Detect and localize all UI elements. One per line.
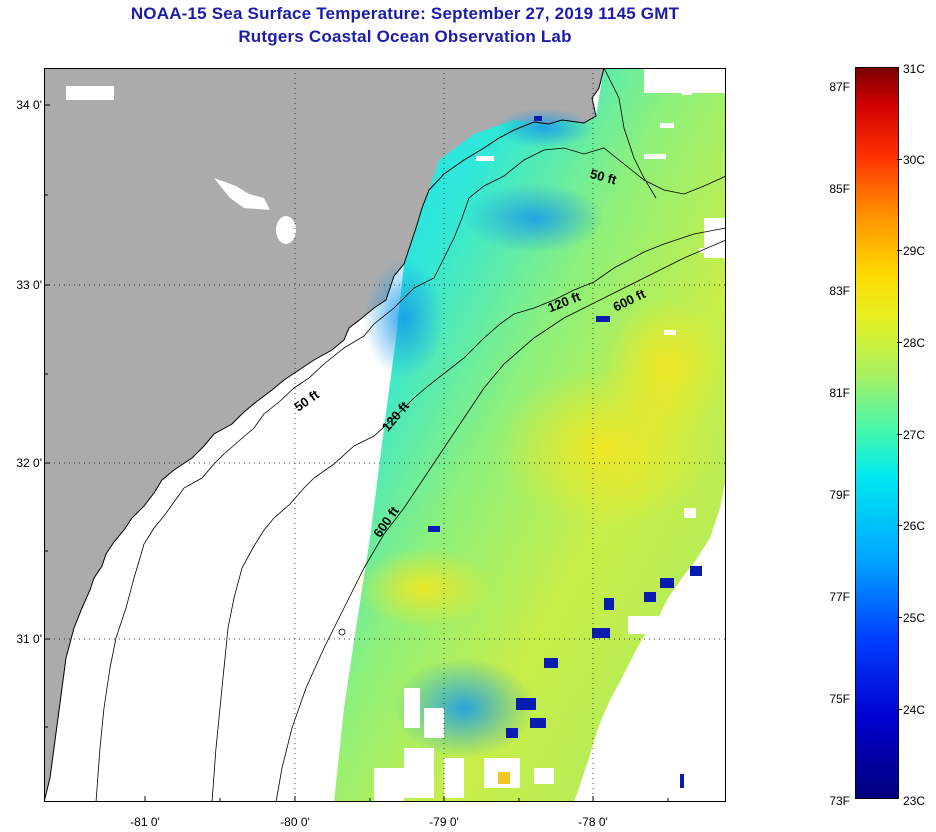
colorbar-label-31c: 31C — [903, 62, 926, 76]
cool-region — [494, 108, 594, 148]
colorbar-label-29c: 29C — [903, 244, 926, 258]
colorbar-label-81f: 81F — [829, 386, 850, 400]
colorbar-label-75f: 75F — [829, 692, 850, 706]
lon-label-78: -78 0' — [578, 815, 608, 829]
colorbar-tick — [897, 434, 902, 435]
colorbar-tick — [897, 525, 902, 526]
colorbar-label-73f: 73F — [829, 794, 850, 808]
lon-label-80: -80 0' — [280, 815, 310, 829]
map-frame — [44, 68, 726, 802]
map-title: NOAA-15 Sea Surface Temperature: Septemb… — [130, 4, 680, 23]
small-island-marker — [338, 628, 346, 636]
colorbar-label-87f: 87F — [829, 80, 850, 94]
isobath-120ft — [211, 227, 726, 802]
colorbar-label-79f: 79F — [829, 488, 850, 502]
colorbar-label-28c: 28C — [903, 336, 926, 350]
land-mass — [44, 68, 604, 802]
graticule — [44, 68, 726, 802]
warm-pixel — [498, 772, 510, 784]
colorbar-label-23c: 23C — [903, 794, 926, 808]
colorbar-tick — [897, 342, 902, 343]
sst-map: 50 ft 50 ft 120 ft 120 ft 600 ft 600 ft — [44, 68, 726, 802]
lon-label-81: -81 0' — [130, 815, 160, 829]
colorbar-label-77f: 77F — [829, 590, 850, 604]
colorbar-label-25c: 25C — [903, 611, 926, 625]
axis-ticks — [44, 104, 669, 802]
lat-label-32: 32 0' — [16, 456, 42, 470]
isobath-50ft — [95, 147, 726, 802]
lat-label-31: 31 0' — [16, 632, 42, 646]
lon-label-79: -79 0' — [429, 815, 459, 829]
warm-region — [604, 298, 724, 438]
contour-label-50ft-inner: 50 ft — [588, 166, 618, 188]
colorbar-label-26c: 26C — [903, 519, 926, 533]
lat-label-33: 33 0' — [16, 278, 42, 292]
colorbar-label-85f: 85F — [829, 182, 850, 196]
land-cloud — [214, 178, 270, 210]
lat-label-34: 34 0' — [16, 98, 42, 112]
colorbar-tick — [897, 159, 902, 160]
land-cloud — [66, 86, 114, 100]
colorbar-label-83f: 83F — [829, 284, 850, 298]
colorbar-label-24c: 24C — [903, 703, 926, 717]
cool-region — [364, 258, 444, 378]
cool-region — [464, 183, 604, 253]
coastline — [44, 68, 605, 802]
map-subtitle: Rutgers Coastal Ocean Observation Lab — [238, 27, 572, 46]
colorbar-label-27c: 27C — [903, 428, 926, 442]
land-cloud — [276, 216, 296, 244]
cold-edge-pixels — [428, 116, 702, 788]
temperature-colorbar — [855, 67, 899, 799]
colorbar-label-30c: 30C — [903, 153, 926, 167]
cloud-pixels — [374, 68, 726, 802]
colorbar-tick — [897, 709, 902, 710]
warm-region — [354, 548, 494, 628]
colorbar-tick — [897, 250, 902, 251]
colorbar-tick — [897, 617, 902, 618]
